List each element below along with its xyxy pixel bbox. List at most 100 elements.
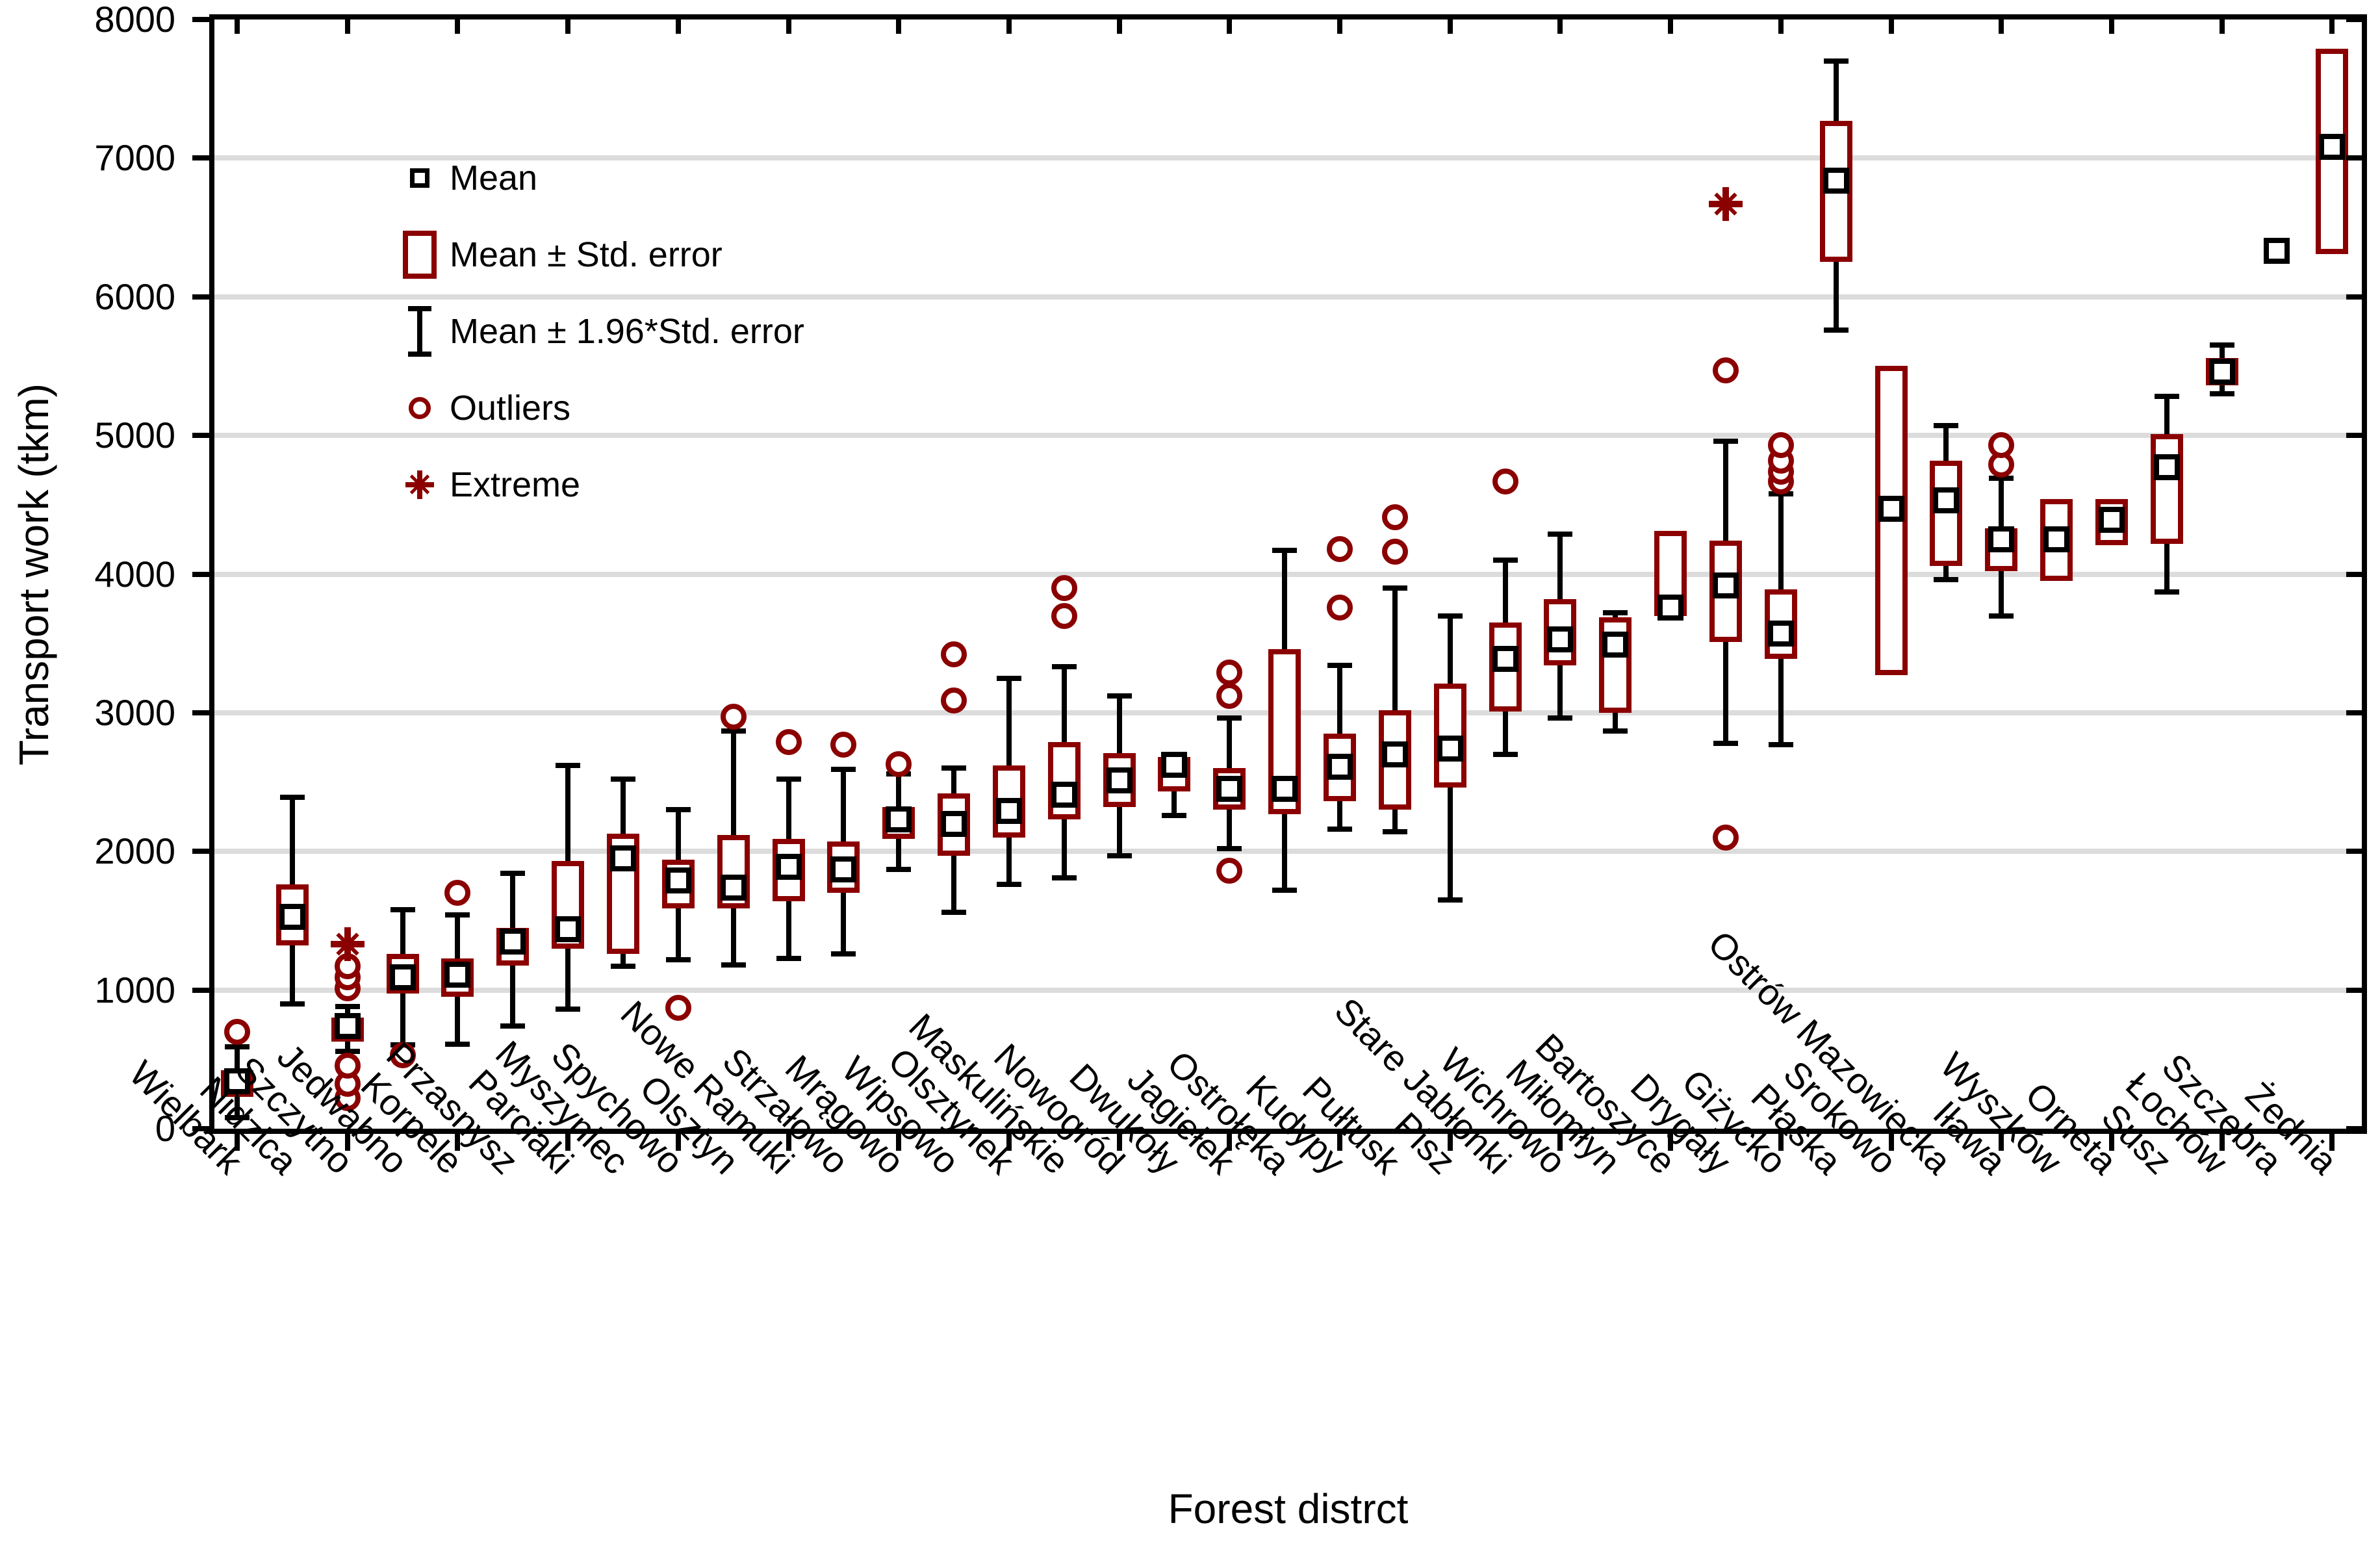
x-tick-top — [1447, 19, 1453, 34]
whisker-cap-top — [1051, 664, 1077, 670]
stderr-box — [1047, 741, 1081, 820]
legend-item-mean: Mean — [390, 140, 804, 216]
x-tick-top — [1668, 19, 1674, 34]
whisker-cap-top — [1217, 715, 1242, 721]
x-tick — [896, 1134, 902, 1151]
x-tick-top — [896, 19, 902, 34]
whisker-cap-top — [1382, 585, 1407, 591]
whisker-cap-top — [445, 912, 470, 918]
legend-item-outliers: Outliers — [390, 370, 804, 446]
whisker-cap-top — [776, 776, 801, 782]
x-tick — [786, 1134, 791, 1151]
whisker-cap-top — [556, 762, 581, 768]
stderr-box — [2150, 433, 2183, 544]
mean-marker — [555, 916, 582, 942]
mean-marker — [720, 874, 747, 901]
mean-marker — [1216, 776, 1243, 802]
x-tick — [1557, 1134, 1563, 1151]
whisker-cap-bottom — [500, 1023, 526, 1029]
whisker-cap-bottom — [665, 956, 691, 962]
whisker-cap-bottom — [721, 962, 746, 968]
y-tick — [192, 294, 209, 300]
whisker-cap-top — [721, 728, 746, 734]
x-tick-top — [675, 19, 681, 34]
mean-marker — [2098, 507, 2125, 533]
mean-marker — [224, 1068, 250, 1095]
outlier-marker — [941, 641, 967, 668]
mean-marker — [279, 903, 305, 930]
legend-item-stderr: Mean ± Std. error — [390, 216, 804, 293]
mean-marker — [1767, 621, 1794, 647]
x-tick-top — [344, 19, 350, 34]
mean-marker — [1272, 776, 1298, 802]
mean-marker-icon — [390, 140, 450, 216]
x-tick-top — [786, 19, 791, 34]
mean-marker — [1823, 167, 1849, 194]
y-tick-right — [2346, 710, 2362, 715]
whisker-cap-top — [1107, 693, 1132, 699]
whisker-cap-bottom — [1823, 327, 1849, 333]
x-tick-top — [235, 19, 240, 34]
x-tick — [565, 1134, 571, 1151]
mean-marker — [2319, 134, 2346, 160]
y-tick-label: 5000 — [94, 415, 175, 456]
whisker-cap-top — [1713, 438, 1738, 444]
x-tick-top — [1999, 19, 2004, 34]
x-tick-top — [2329, 19, 2335, 34]
outlier-marker — [830, 731, 857, 758]
mean-marker — [1602, 632, 1629, 658]
whisker-cap-bottom — [1492, 751, 1518, 757]
y-tick-label: 6000 — [94, 276, 175, 317]
y-tick-label: 1000 — [94, 969, 175, 1010]
whisker-cap-bottom — [1162, 812, 1187, 818]
whisker-cap-bottom — [1272, 887, 1298, 893]
mean-marker — [775, 853, 802, 880]
x-tick-top — [565, 19, 571, 34]
extreme-marker — [330, 927, 365, 962]
y-axis-line — [209, 14, 214, 1134]
y-tick-right — [2346, 849, 2362, 854]
whisker-cap-bottom — [996, 882, 1021, 888]
stderr-box-icon — [390, 216, 450, 293]
x-tick — [235, 1134, 240, 1151]
gridline — [214, 571, 2362, 577]
whisker-cap-bottom — [1989, 613, 2014, 619]
x-axis-line — [209, 1129, 2367, 1134]
whisker-cap-top — [1437, 613, 1463, 619]
whisker-cap-bottom — [776, 955, 801, 961]
whisker-cap-top — [610, 776, 635, 782]
y-tick — [192, 571, 209, 577]
outlier-marker — [224, 1018, 250, 1045]
mean-marker — [1988, 526, 2015, 553]
x-tick-top — [1778, 19, 1784, 34]
mean-marker — [500, 928, 526, 955]
whisker-cap-bottom — [1713, 740, 1738, 746]
y-tick-right — [2346, 294, 2362, 300]
whisker-cap-bottom — [1548, 715, 1573, 721]
mean-marker — [1381, 741, 1408, 767]
outlier-marker — [665, 995, 691, 1021]
mean-marker — [886, 806, 912, 833]
y-tick — [192, 849, 209, 854]
x-tick — [455, 1134, 461, 1151]
x-axis-title: Forest distrct — [1168, 1485, 1409, 1532]
whisker-cap-bottom — [1217, 845, 1242, 851]
x-tick — [2329, 1134, 2335, 1151]
whisker-cap-bottom — [610, 964, 635, 969]
x-tick — [1116, 1134, 1122, 1151]
right-border — [2362, 14, 2367, 1134]
extreme-icon — [390, 446, 450, 523]
x-tick-top — [1337, 19, 1342, 34]
whisker-cap-top — [1603, 610, 1628, 616]
gridline — [214, 294, 2362, 300]
legend-label: Mean — [450, 159, 538, 198]
mean-marker — [2208, 358, 2235, 385]
outlier-marker — [334, 1052, 361, 1079]
outlier-marker — [444, 880, 471, 906]
top-border — [209, 14, 2367, 19]
whisker-cap-bottom — [2154, 589, 2179, 595]
x-tick — [675, 1134, 681, 1151]
mean-marker — [2043, 526, 2070, 553]
y-tick-label: 0 — [155, 1108, 175, 1149]
x-tick — [1888, 1134, 1894, 1151]
